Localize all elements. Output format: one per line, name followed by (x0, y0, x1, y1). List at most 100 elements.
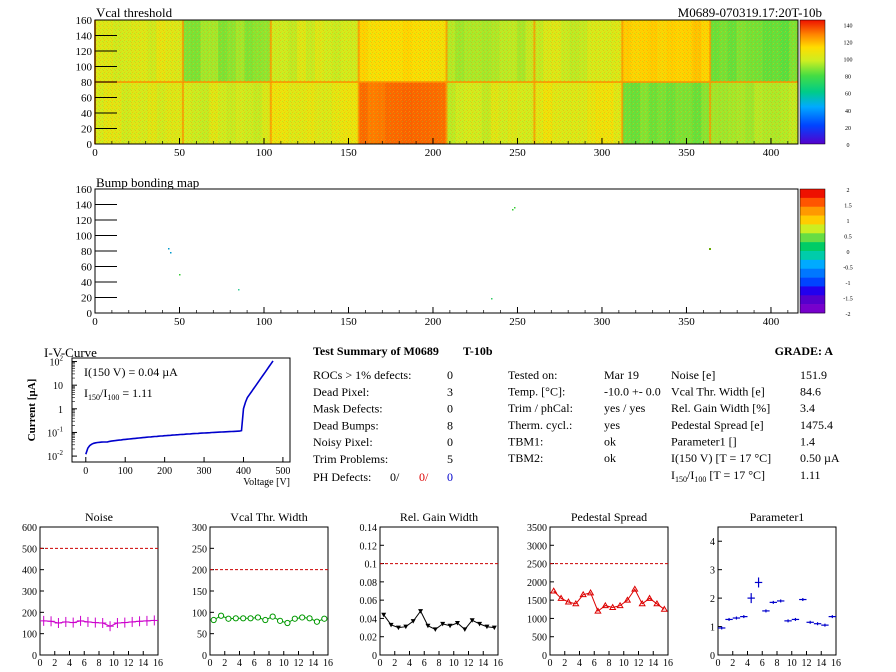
bump-map-axes: 0 50 100 150 200 250 300 350 400 0 20 40 60 80 100 120 1… (76, 184, 789, 328)
x-tick-label: 150 (340, 316, 357, 328)
x-tick-label: 150 (340, 147, 357, 159)
roc-chart-point (381, 612, 387, 618)
colorbar-tick-label: 2 (847, 188, 850, 194)
roc-chart-point (579, 590, 587, 598)
roc-chart-frame (549, 526, 669, 656)
colorbar-tick-label: -2 (846, 312, 851, 318)
colorbar-tick-label: 1 (847, 219, 850, 225)
vcal-colorbar-ticks: 0 20 40 60 80 100 120 140 (844, 23, 853, 149)
bump-map-frame (94, 188, 799, 314)
summary-right-value: 84.6 (800, 385, 821, 399)
summary-left-value: 8 (447, 418, 453, 432)
colorbar-tick-label: 20 (845, 126, 851, 132)
roc-chart-point (210, 616, 217, 624)
roc-chart-y-tick-label: 0.12 (360, 541, 378, 552)
iv-ratio-sub1: 150 (88, 393, 100, 402)
roc-chart-x-tick-label: 14 (816, 658, 826, 669)
roc-chart-x-tick-label: 0 (38, 658, 43, 669)
roc-chart-point (454, 621, 460, 626)
y-tick-label: 0 (87, 308, 93, 320)
roc-chart-x-tick-label: 0 (378, 658, 383, 669)
roc-chart-y-tick-label: 0.04 (360, 614, 378, 625)
x-tick-label: 250 (509, 316, 526, 328)
bump-title: Bump bonding map (96, 175, 199, 190)
y-tick-label: 140 (76, 200, 93, 212)
colorbar-tick-label: 120 (844, 40, 853, 46)
vcal-colorbar (799, 19, 826, 145)
roc-chart-x-tick-label: 6 (760, 658, 765, 669)
y-tick-label: 40 (81, 108, 93, 120)
roc-chart-x-tick-label: 2 (52, 658, 57, 669)
roc-chart-x-tick-label: 4 (745, 658, 750, 669)
summary-title: Test Summary of M0689 (313, 344, 439, 358)
roc-chart-y-tick-label: 1000 (527, 614, 547, 625)
x-tick-label: 300 (594, 147, 611, 159)
x-tick-label: 0 (92, 316, 98, 328)
summary-right-value: 151.9 (800, 368, 827, 382)
roc-chart-y-tick-label: 3000 (527, 541, 547, 552)
roc-chart-x-tick-label: 0 (548, 658, 553, 669)
iv-plot-frame (71, 357, 291, 463)
summary-mid-value: Mar 19 (604, 368, 639, 382)
summary-right-column: Noise [e] 151.9 Vcal Thr. Width [e] 84.6 Rel… (671, 368, 840, 465)
iv-ratio-sub2: 100 (107, 393, 119, 402)
roc-chart-point (631, 585, 639, 592)
roc-chart-point (462, 627, 468, 632)
summary-mid-value: ok (604, 434, 616, 448)
roc-chart-point (240, 615, 247, 622)
y-tick-label: 120 (76, 215, 93, 227)
summary-left-label: ROCs > 1% defects: (313, 368, 411, 382)
roc-chart-y-tick-label: 400 (22, 566, 37, 577)
bump-defect (514, 207, 516, 209)
roc-chart-frame (39, 526, 159, 656)
x-tick-label: 200 (425, 316, 442, 328)
roc-chart-x-tick-label: 12 (802, 658, 812, 669)
roc-chart-point (247, 615, 254, 622)
summary-right-value: 0.50 µA (800, 451, 840, 465)
roc-chart-y-tick-label: 0.1 (365, 560, 378, 571)
roc-chart-y-tick-label: 50 (197, 630, 207, 641)
summary-right-label: Vcal Thr. Width [e] (671, 385, 765, 399)
iv-ylabel: Current [µA] (26, 379, 38, 442)
roc-chart-point (440, 621, 446, 627)
roc-chart-y-tick-label: 300 (22, 587, 37, 598)
colorbar-segment (800, 251, 825, 261)
iv-x-tick-label: 200 (157, 466, 172, 477)
colorbar-segment (800, 197, 825, 208)
roc-chart-x-tick-label: 14 (648, 658, 658, 669)
roc-chart-y-tick-label: 1500 (527, 596, 547, 607)
summary-middle-column: Tested on: Mar 19 Temp. [°C]: -10.0 +- 0.0 T… (508, 368, 661, 465)
x-tick-label: 350 (678, 316, 695, 328)
y-tick-label: 160 (76, 184, 93, 196)
y-tick-label: 140 (76, 31, 93, 43)
roc-chart-y-tick-label: 0.14 (360, 523, 378, 534)
roc-chart-x-tick-label: 6 (592, 658, 597, 669)
colorbar-segment (800, 224, 825, 234)
roc-chart-x-tick-label: 10 (279, 658, 289, 669)
roc-chart-x-tick-label: 12 (464, 658, 474, 669)
iv-axes: 0 100 200 300 400 500 102 10 1 10-1 10-2 (47, 355, 290, 477)
roc-chart-y-tick-label: 3500 (527, 523, 547, 534)
roc-chart-point (447, 623, 453, 629)
roc-chart-x-tick-label: 10 (449, 658, 459, 669)
roc-chart-y-tick-label: 0.08 (360, 578, 378, 589)
roc-chart-x-tick-label: 2 (392, 658, 397, 669)
colorbar-tick-label: -1.5 (843, 297, 853, 303)
roc-chart-point (306, 615, 313, 622)
vcal-title: Vcal threshold (96, 5, 173, 20)
roc-chart-y-tick-label: 600 (22, 523, 37, 534)
summary-left-value: 5 (447, 452, 453, 466)
summary-mid-value: yes / yes (604, 401, 646, 415)
roc-chart-y-tick-label: 2500 (527, 560, 547, 571)
bump-colorbar-ticks: 2 1.5 1 0.5 0 -0.5 -1 -1.5 -2 (843, 188, 853, 318)
x-tick-label: 50 (174, 316, 186, 328)
bump-defect (512, 209, 514, 211)
x-tick-label: 200 (425, 147, 442, 159)
summary-mid-label: Temp. [°C]: (508, 385, 565, 399)
roc-chart-y-tick-label: 1 (710, 623, 715, 634)
bump-defect (179, 274, 181, 276)
summary-right-label: Noise [e] (671, 368, 715, 382)
iv-x-tick-label: 400 (236, 466, 251, 477)
